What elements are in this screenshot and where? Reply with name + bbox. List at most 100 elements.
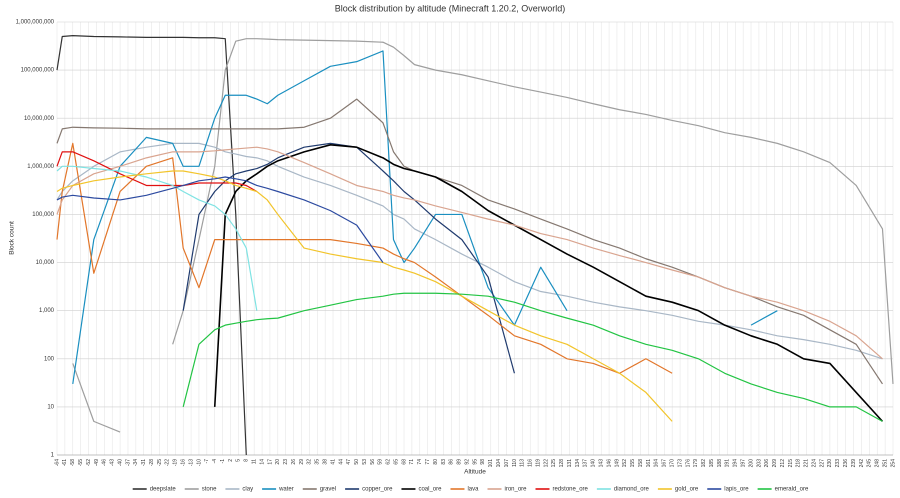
- x-tick-label: 11: [251, 459, 257, 464]
- x-tick-label: 53: [362, 459, 368, 465]
- x-tick-label: 173: [677, 459, 683, 468]
- x-tick-label: -46: [102, 459, 108, 466]
- y-tick-label: 1,000: [39, 308, 55, 314]
- x-tick-label: 122: [543, 459, 549, 468]
- x-tick-label: -25: [157, 459, 163, 466]
- x-tick-label: -7: [204, 459, 210, 464]
- x-tick-label: 41: [330, 459, 336, 465]
- x-axis-title: Altitude: [464, 469, 486, 476]
- x-tick-label: 59: [378, 459, 384, 465]
- x-tick-label: 2: [228, 459, 234, 462]
- x-tick-label: 71: [409, 459, 415, 465]
- series-line: [56, 151, 258, 193]
- series-line: [56, 176, 384, 263]
- x-tick-label: 158: [638, 459, 644, 468]
- x-tick-label: 146: [606, 459, 612, 468]
- x-tick-label: -19: [173, 459, 179, 466]
- series-line: [56, 142, 883, 360]
- x-tick-label: 242: [859, 459, 865, 468]
- x-tick-label: 239: [851, 459, 857, 468]
- x-tick-label: -22: [165, 459, 171, 466]
- x-tick-label: 8: [244, 459, 250, 462]
- x-tick-label: 95: [472, 459, 478, 465]
- x-tick-label: -37: [125, 459, 131, 466]
- x-tick-label: 149: [614, 459, 620, 468]
- legend-label: diamond_ore: [614, 487, 650, 493]
- x-tick-label: 233: [835, 459, 841, 468]
- x-tick-label: 245: [867, 459, 873, 468]
- x-tick-label: -40: [117, 459, 123, 466]
- y-tick-label: 10,000: [36, 260, 55, 266]
- x-tick-label: 23: [283, 459, 289, 465]
- y-tick-label: 10,000,000: [24, 116, 55, 122]
- x-tick-label: 185: [709, 459, 715, 468]
- x-tick-label: 38: [322, 459, 328, 465]
- series-line: [56, 142, 673, 374]
- legend-label: coal_ore: [418, 487, 442, 493]
- series-line: [182, 292, 883, 422]
- legend-label: water: [278, 487, 294, 493]
- x-tick-label: -58: [70, 459, 76, 466]
- x-tick-label: 206: [764, 459, 770, 468]
- x-tick-label: 116: [528, 459, 534, 467]
- x-tick-label: 182: [701, 459, 707, 468]
- x-tick-label: -10: [196, 459, 202, 466]
- x-tick-label: 155: [630, 459, 636, 468]
- x-tick-label: 218: [796, 459, 802, 468]
- legend-label: lava: [467, 487, 479, 493]
- x-tick-label: 56: [370, 459, 376, 465]
- y-tick-label: 100,000: [32, 212, 54, 218]
- x-tick-label: 86: [449, 459, 455, 465]
- x-tick-label: 203: [756, 459, 762, 468]
- x-tick-label: -16: [181, 459, 187, 466]
- x-tick-label: -34: [133, 459, 139, 466]
- legend-label: deepslate: [150, 487, 177, 493]
- x-tick-label: -55: [78, 459, 84, 466]
- x-tick-label: 83: [441, 459, 447, 465]
- x-tick-label: 80: [433, 459, 439, 465]
- x-tick-label: 209: [772, 459, 778, 468]
- legend-label: iron_ore: [504, 487, 527, 493]
- series-line: [213, 144, 884, 422]
- x-tick-label: 215: [788, 459, 794, 468]
- x-tick-label: 47: [346, 459, 352, 465]
- x-tick-label: -43: [110, 459, 116, 466]
- x-tick-label: 44: [338, 459, 344, 465]
- x-tick-label: 191: [725, 459, 731, 468]
- x-tick-label: 140: [591, 459, 597, 468]
- series-line: [56, 165, 258, 311]
- x-tick-label: -28: [149, 459, 155, 466]
- x-tick-label: 74: [417, 459, 423, 465]
- x-tick-label: 161: [646, 459, 652, 468]
- x-tick-label: 125: [551, 459, 557, 468]
- legend-label: gold_ore: [675, 487, 699, 493]
- x-tick-label: 29: [299, 459, 305, 465]
- x-tick-label: 107: [504, 459, 510, 468]
- y-tick-label: 100,000,000: [21, 68, 55, 74]
- x-tick-label: 227: [819, 459, 825, 468]
- x-tick-label: 176: [685, 459, 691, 468]
- legend-label: gravel: [320, 487, 336, 493]
- x-tick-label: -64: [54, 459, 60, 466]
- x-tick-label: 170: [669, 459, 675, 468]
- series-line: [182, 142, 516, 374]
- x-tick-label: 179: [693, 459, 699, 468]
- x-tick-label: 65: [393, 459, 399, 465]
- x-tick-label: 26: [291, 459, 297, 465]
- x-tick-label: 197: [740, 459, 746, 468]
- x-tick-label: -4: [212, 459, 218, 464]
- x-tick-label: 113: [520, 459, 526, 467]
- x-tick-label: 143: [599, 459, 605, 468]
- legend-label: stone: [202, 487, 217, 493]
- x-tick-label: 230: [827, 459, 833, 468]
- y-tick-label: 100: [44, 356, 55, 362]
- x-tick-label: 134: [575, 459, 581, 468]
- x-tick-label: 20: [275, 459, 281, 465]
- legend-label: copper_ore: [362, 487, 393, 493]
- y-tick-label: 1,000,000: [27, 164, 54, 170]
- x-tick-label: -31: [141, 459, 147, 466]
- x-tick-label: 62: [386, 459, 392, 465]
- x-tick-label: 110: [512, 459, 518, 467]
- x-tick-label: 152: [622, 459, 628, 468]
